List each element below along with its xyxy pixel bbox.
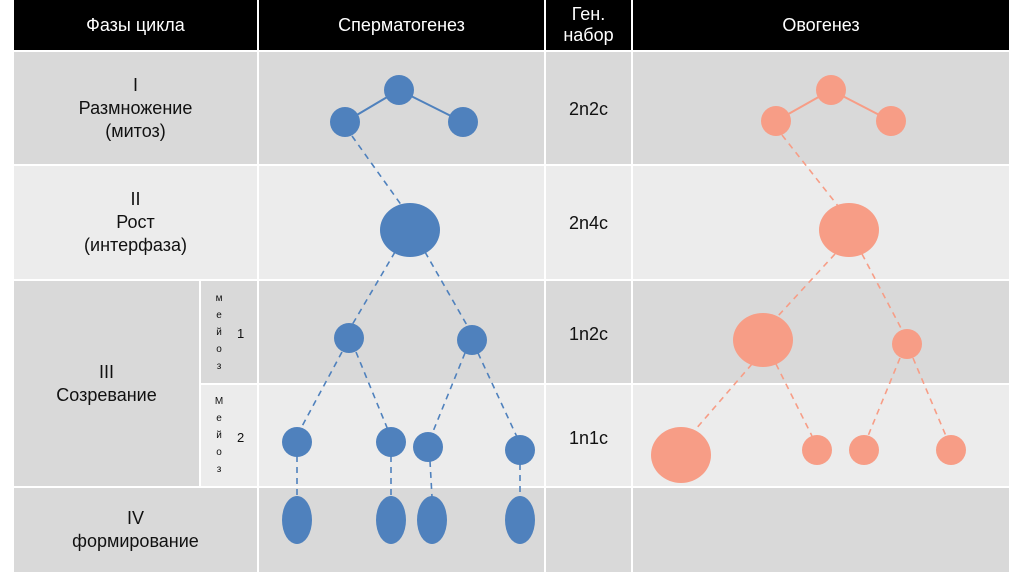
sperm-link	[355, 351, 389, 431]
ovum	[651, 427, 711, 483]
spermatid	[505, 435, 535, 465]
phase-1: I Размножение (митоз)	[14, 52, 259, 166]
sperm-cell-1	[259, 52, 546, 166]
sperm-link	[351, 251, 396, 326]
phase-note: (интерфаза)	[84, 235, 187, 255]
sperm-link	[429, 460, 433, 498]
gen-set-3a: 1n2c	[546, 281, 633, 385]
phase-4: IV формирование	[14, 488, 259, 574]
spermatozoon	[417, 496, 447, 544]
spermatozoon	[376, 496, 406, 544]
sperm-cell-3a	[259, 281, 546, 385]
letter: е	[216, 413, 222, 424]
sperm-link	[299, 351, 343, 431]
gen-set-1: 2n2c	[546, 52, 633, 166]
polar-body	[849, 435, 879, 465]
gen-set-3b: 1n1c	[546, 385, 633, 488]
oogonium	[816, 75, 846, 105]
spermatozoon	[282, 496, 312, 544]
oo-cell-4	[633, 488, 1011, 574]
sperm-link	[477, 352, 518, 438]
phase-3: III Созревание	[14, 281, 201, 488]
spermatogenesis-diagram	[282, 75, 535, 544]
letter: з	[216, 464, 222, 475]
phase-name: Рост	[116, 212, 155, 232]
phase-note: (митоз)	[105, 120, 166, 141]
spermatid	[413, 432, 443, 462]
oocyte-1	[819, 203, 879, 257]
oo-link	[777, 253, 836, 317]
spermatogonium	[448, 107, 478, 137]
phase-num: III	[98, 361, 114, 382]
oogonium	[761, 106, 791, 136]
letter: з	[216, 360, 222, 372]
header-phases: Фазы цикла	[14, 0, 259, 52]
phase-name: Размножение	[78, 97, 193, 118]
phase-name: формирование	[72, 531, 199, 551]
spermatid	[376, 427, 406, 457]
gen-set-2: 2n4c	[546, 166, 633, 281]
gen-set-4	[546, 488, 633, 574]
spermatocyte-2	[334, 323, 364, 353]
sperm-link	[424, 251, 469, 328]
phase-num: IV	[126, 508, 144, 528]
letter: й	[216, 430, 222, 441]
meiosis-number: 1	[237, 326, 245, 341]
oocyte-2	[733, 313, 793, 367]
phase-num: II	[130, 189, 141, 209]
header-oogenesis: Овогенез	[633, 0, 1011, 52]
oo-cell-3a	[633, 281, 1011, 385]
polar-body	[892, 329, 922, 359]
polar-body	[936, 435, 966, 465]
polar-body	[802, 435, 832, 465]
letter: М	[214, 396, 224, 407]
phase-2: II Рост (интерфаза)	[14, 166, 259, 281]
spermatocyte-1	[380, 203, 440, 257]
spermatogonium	[330, 107, 360, 137]
phase-name: Созревание	[56, 384, 157, 405]
oo-cell-1	[633, 52, 1011, 166]
meiosis-2-label: М е й о з 2	[201, 385, 259, 488]
spermatocyte-2	[457, 325, 487, 355]
spermatid	[282, 427, 312, 457]
meiosis-1-label: м е й о з 1	[201, 281, 259, 385]
letter: е	[216, 309, 222, 321]
oo-link	[781, 134, 839, 207]
meiosis-number: 2	[237, 430, 245, 445]
oogenesis-diagram	[651, 75, 966, 483]
letter: м	[215, 292, 223, 304]
letter: й	[216, 326, 222, 338]
letter: о	[216, 447, 222, 458]
oo-link	[912, 357, 947, 437]
spermatozoon	[505, 496, 535, 544]
spermatogonium	[384, 75, 414, 105]
letter: о	[216, 343, 222, 355]
oo-link	[694, 363, 753, 431]
header-spermatogenesis: Сперматогенез	[259, 0, 546, 52]
oo-link	[775, 363, 813, 437]
oo-link	[861, 253, 903, 331]
oo-link	[867, 357, 901, 437]
phase-num: I	[132, 74, 138, 95]
oogonium	[876, 106, 906, 136]
header-gen-set: Ген. набор	[546, 0, 633, 52]
sperm-link	[431, 352, 466, 435]
sperm-link	[351, 135, 403, 207]
